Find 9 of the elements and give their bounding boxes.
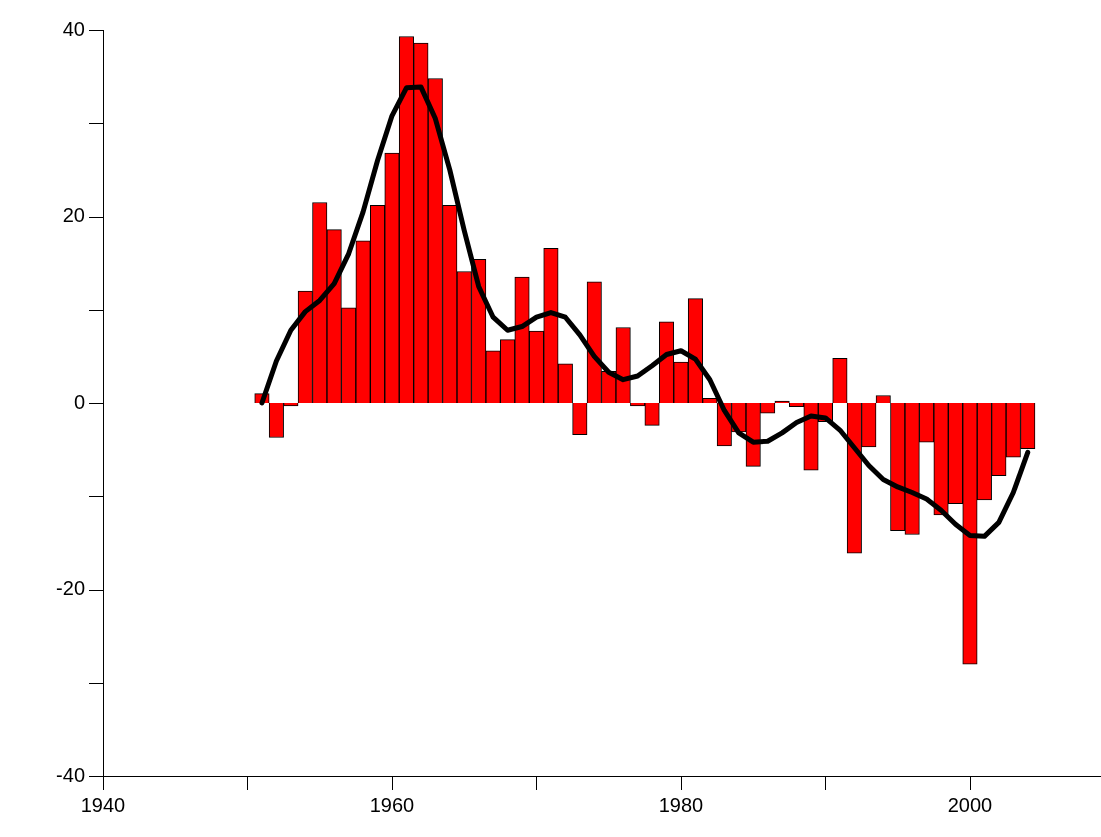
x-tick-label: 2000 <box>947 793 993 816</box>
y-tick-label: 40 <box>62 17 85 40</box>
x-tick-label: 1940 <box>80 793 126 816</box>
y-tick-label: 20 <box>62 204 85 227</box>
y-tick-label: -20 <box>56 577 85 600</box>
x-tick-label: 1960 <box>369 793 415 816</box>
x-tick-label: 1980 <box>658 793 704 816</box>
y-tick-label: -40 <box>56 763 85 786</box>
y-tick-label: 0 <box>73 390 85 413</box>
